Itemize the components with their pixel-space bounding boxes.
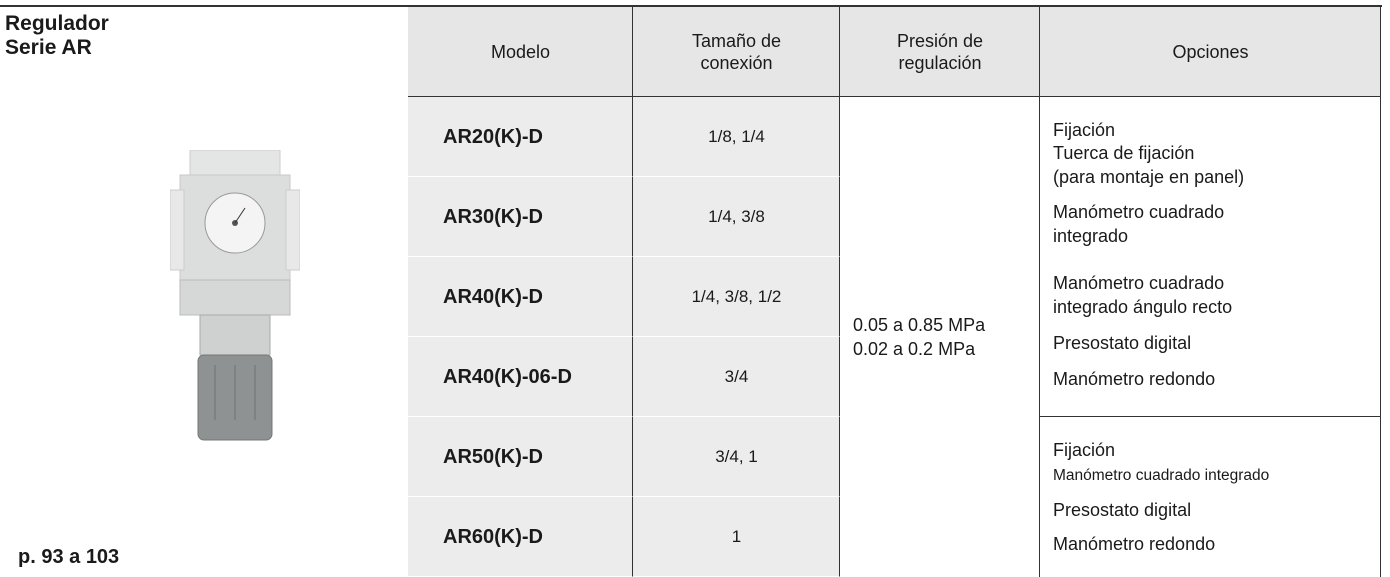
option: Manómetro cuadrado	[1053, 273, 1225, 293]
size: 1/8, 1/4	[708, 127, 765, 146]
product-image	[170, 150, 300, 441]
size-cell	[633, 417, 840, 497]
size-cell	[633, 337, 840, 417]
size-cell	[633, 497, 840, 577]
size: 1/4, 3/8	[708, 207, 765, 226]
option: Presostato digital	[1053, 500, 1192, 520]
option: Manómetro cuadrado	[1053, 202, 1225, 222]
option: Fijación	[1053, 120, 1116, 140]
model: AR60(K)-D	[443, 526, 543, 548]
option: Manómetro cuadrado integrado	[1053, 467, 1270, 484]
option: Presostato digital	[1053, 333, 1192, 353]
header-text: Opciones	[1172, 42, 1249, 62]
title: Regulador Serie AR	[5, 12, 109, 60]
pressure: 0.02 a 0.2 MPa	[853, 339, 976, 359]
column-rule	[1039, 97, 1040, 577]
size-cell	[633, 257, 840, 337]
header-cell	[1040, 7, 1381, 97]
size-cell	[633, 177, 840, 257]
size-cell	[633, 97, 840, 177]
header-text: regulación	[898, 53, 982, 73]
option: Manómetro redondo	[1053, 534, 1216, 554]
header-text: Presión de	[896, 31, 984, 51]
option: Tuerca de fijación	[1053, 143, 1195, 163]
header-text: Tamaño de	[691, 31, 782, 51]
model-cell	[408, 337, 633, 417]
top-rule	[0, 5, 1382, 7]
size: 1/4, 3/8, 1/2	[691, 287, 782, 306]
size: 1	[731, 527, 742, 546]
model: AR50(K)-D	[443, 446, 543, 468]
option: Fijación	[1053, 440, 1116, 460]
model-cell	[408, 257, 633, 337]
model: AR40(K)-06-D	[443, 366, 572, 388]
options-rule	[1040, 416, 1381, 417]
page-reference: p. 93 a 103	[18, 546, 120, 568]
model-cell	[408, 97, 633, 177]
model: AR40(K)-D	[443, 286, 543, 308]
column-rule	[1380, 97, 1381, 577]
option: integrado ángulo recto	[1053, 297, 1233, 317]
model: AR20(K)-D	[443, 126, 543, 148]
header-cell	[633, 7, 840, 97]
size: 3/4, 1	[715, 447, 758, 466]
option: (para montaje en panel)	[1053, 167, 1245, 187]
pressure: 0.05 a 0.85 MPa	[853, 315, 986, 335]
model-cell	[408, 177, 633, 257]
option: integrado	[1053, 226, 1129, 246]
title-line: Regulador	[5, 12, 109, 35]
title-line: Serie AR	[5, 36, 92, 59]
header-text: Modelo	[490, 42, 551, 62]
header-text: conexión	[700, 53, 773, 73]
option: Manómetro redondo	[1053, 369, 1216, 389]
model: AR30(K)-D	[443, 206, 543, 228]
model-cell	[408, 497, 633, 577]
model-cell	[408, 417, 633, 497]
header-cell	[408, 7, 633, 97]
header-cell	[840, 7, 1040, 97]
size: 3/4	[724, 367, 749, 386]
